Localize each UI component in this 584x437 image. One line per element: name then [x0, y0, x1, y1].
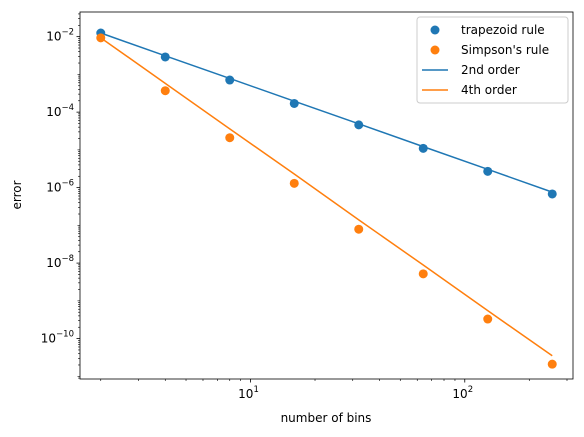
- x-tick-label-100: 102: [452, 385, 473, 401]
- y-axis-ticks: 10−10 10−8 10−6 10−4 10−2: [41, 13, 80, 379]
- legend-label-4th-order: 4th order: [461, 83, 517, 97]
- data-point-simpson-s-rule-16: [289, 178, 299, 188]
- data-point-simpson-s-rule-8: [225, 133, 235, 143]
- y-tick-label-3: 10−4: [46, 103, 74, 119]
- data-point-simpson-s-rule-4: [160, 86, 170, 96]
- legend-frame: [416, 16, 569, 104]
- series-line-4th-order: [100, 37, 553, 357]
- y-tick-label-1: 10−8: [46, 254, 74, 270]
- legend-label-trapezoid-rule: trapezoid rule: [461, 23, 545, 37]
- series-line-2nd-order: [100, 32, 553, 193]
- legend-label-2nd-order: 2nd order: [461, 63, 520, 77]
- y-axis-label: error: [10, 180, 24, 209]
- data-point-simpson-s-rule-32: [354, 224, 364, 234]
- data-point-simpson-s-rule-256: [547, 359, 557, 369]
- x-axis-label: number of bins: [281, 411, 372, 425]
- data-point-trapezoid-rule-256: [547, 189, 557, 199]
- plot-frame: [79, 11, 574, 380]
- data-point-trapezoid-rule-32: [354, 120, 364, 130]
- y-tick-label-2: 10−6: [46, 179, 74, 195]
- x-tick-label-10: 101: [238, 385, 259, 401]
- data-point-trapezoid-rule-128: [483, 166, 493, 176]
- data-point-trapezoid-rule-4: [160, 52, 170, 62]
- data-point-simpson-s-rule-128: [483, 314, 493, 324]
- data-point-trapezoid-rule-16: [289, 98, 299, 108]
- legend: trapezoid rule Simpson's rule 2nd order 4th…: [416, 16, 569, 104]
- data-point-trapezoid-rule-64: [418, 143, 428, 153]
- series-lines: [100, 32, 553, 357]
- legend-label-simpson-s-rule: Simpson's rule: [461, 43, 549, 57]
- data-point-trapezoid-rule-8: [225, 75, 235, 85]
- data-point-simpson-s-rule-2: [96, 33, 106, 43]
- legend-marker-trapezoid-rule: [430, 25, 440, 35]
- series-points: [96, 28, 557, 369]
- legend-marker-simpson-s-rule: [430, 45, 440, 55]
- y-tick-label-4: 10−2: [46, 28, 74, 44]
- x-axis-ticks: 101 102: [100, 379, 568, 401]
- y-tick-label-0: 10−10: [41, 330, 74, 346]
- data-point-simpson-s-rule-64: [418, 269, 428, 279]
